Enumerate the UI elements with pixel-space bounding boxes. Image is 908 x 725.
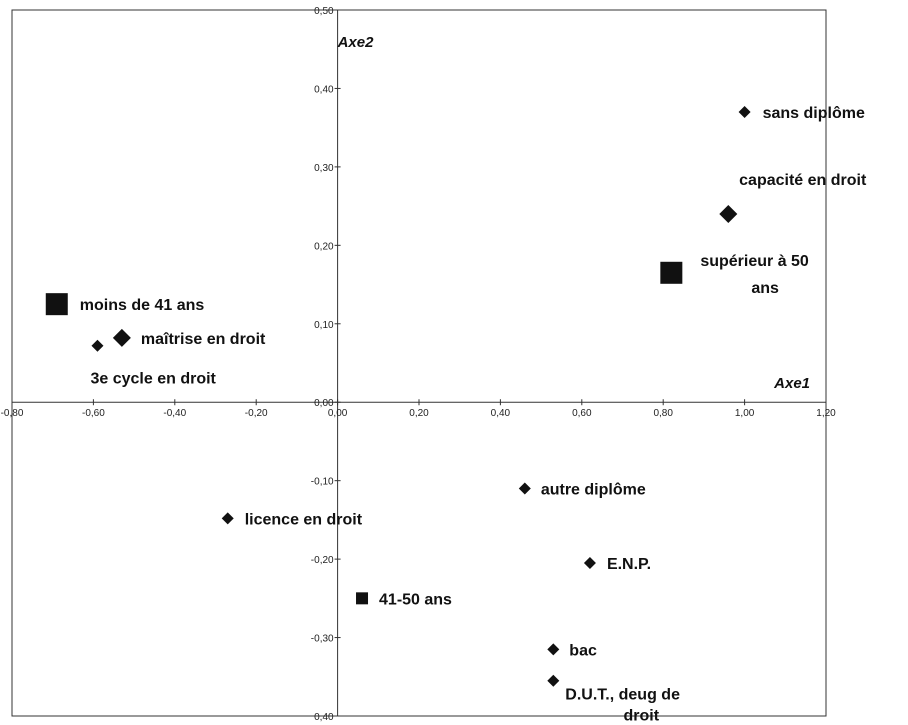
y-tick-label: -0,30 (311, 634, 334, 645)
x-tick-label: 0,20 (409, 408, 429, 419)
point-12-label: D.U.T., deug de droit (565, 687, 680, 725)
x-tick-label: 1,00 (735, 408, 755, 419)
point-1-diamond-marker (738, 105, 751, 118)
x-tick-label: -0,80 (1, 408, 24, 419)
point-11-label: bac (569, 642, 597, 659)
x-tick-label: 0,00 (328, 408, 348, 419)
plot-frame (11, 9, 827, 717)
x-tick-label: 0,40 (491, 408, 511, 419)
y-tick-label: 0,50 (314, 6, 334, 17)
point-10-square-marker (356, 592, 369, 605)
point-9-label: E.N.P. (607, 556, 651, 573)
y-tick-label: 0,40 (314, 84, 334, 95)
point-8-diamond-marker (221, 512, 234, 525)
y-tick-label: 0,20 (314, 241, 334, 252)
x-tick-label: -0,40 (163, 408, 186, 419)
tick-labels: -0,80 -0,60 -0,40 -0,20 0,00 0,20 0,40 0,60 0,80… (1, 6, 837, 723)
x-tick-label: 1,20 (816, 408, 836, 419)
axes (11, 9, 827, 717)
point-4-label: moins de 41 ans (80, 297, 205, 314)
x-axis-title: Axe1 (773, 375, 810, 392)
point-10-label: 41-50 ans (379, 591, 452, 608)
point-7-diamond-marker (518, 482, 531, 495)
point-7-label: autre diplôme (541, 482, 646, 499)
x-tick-label: 0,60 (572, 408, 592, 419)
y-tick-label: 0,10 (314, 320, 334, 331)
y-tick-label: -0,10 (311, 477, 334, 488)
y-axis-title: Axe2 (337, 34, 375, 51)
point-3-label: supérieur à 50 ans (700, 253, 809, 297)
data-points (45, 105, 751, 687)
point-5-label: maîtrise en droit (141, 331, 266, 348)
x-tick-label: -0,60 (82, 408, 105, 419)
point-5-diamond-marker (112, 328, 131, 347)
point-6-diamond-marker (91, 339, 104, 352)
point-3-square-marker (660, 261, 683, 284)
point-8-label: licence en droit (245, 511, 363, 528)
point-12-diamond-marker (547, 674, 560, 687)
point-labels: sans diplôme capacité en droit supérieur à… (80, 105, 867, 725)
point-6-label: 3e cycle en droit (90, 371, 216, 388)
point-9-diamond-marker (583, 557, 596, 570)
y-tick-label: 0,30 (314, 163, 334, 174)
point-11-diamond-marker (547, 643, 560, 656)
point-2-diamond-marker (719, 204, 738, 223)
y-tick-label: 0,40 (314, 712, 334, 723)
point-1-label: sans diplôme (763, 105, 865, 122)
x-tick-label: -0,20 (245, 408, 268, 419)
point-4-square-marker (45, 293, 68, 316)
point-2-label: capacité en droit (739, 172, 867, 189)
y-tick-label: -0,20 (311, 555, 334, 566)
y-tick-label: 0,00 (314, 398, 334, 409)
x-tick-label: 0,80 (653, 408, 673, 419)
